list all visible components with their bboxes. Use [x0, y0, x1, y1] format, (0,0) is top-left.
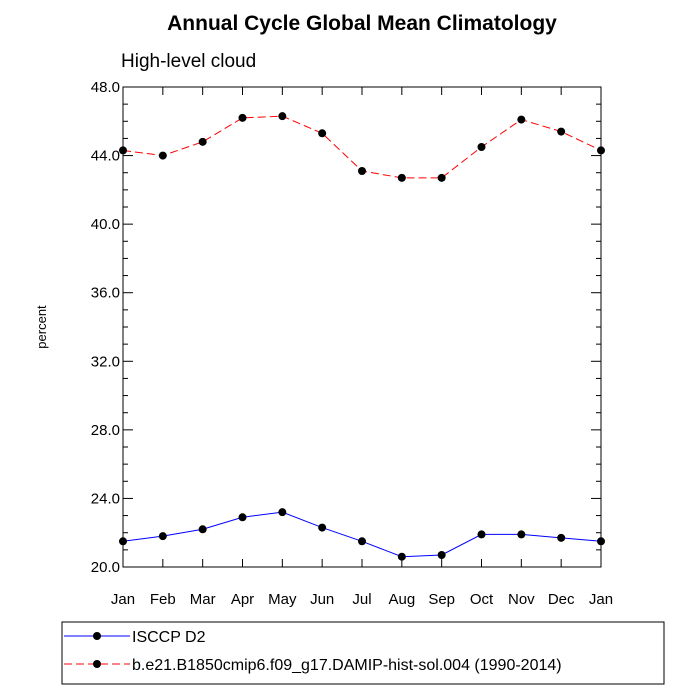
x-tick-label: Sep	[428, 591, 455, 608]
y-tick-label: 40.0	[91, 216, 120, 233]
series-1-point	[477, 530, 486, 539]
legend-items: ISCCP D2 b.e21.B1850cmip6.f09_g17.DAMIP-h…	[64, 629, 562, 674]
x-tick-label: Jun	[310, 591, 334, 608]
series-1-point	[517, 530, 526, 539]
series-2-point	[517, 115, 526, 124]
series-2-point	[318, 129, 327, 138]
legend-marker-1	[93, 632, 101, 640]
y-tick-labels: 20.0 24.0 28.0 32.0 36.0 40.0 44.0 48.0	[91, 79, 120, 576]
x-tick-label: Nov	[508, 591, 535, 608]
chart-title: Annual Cycle Global Mean Climatology	[167, 12, 557, 35]
chart-subtitle: High-level cloud	[121, 51, 256, 72]
legend-marker-2	[93, 660, 101, 668]
x-tick-label: Jan	[111, 591, 135, 608]
series-2-point	[119, 146, 127, 155]
series-1-point	[238, 513, 247, 522]
series-2-point	[597, 146, 605, 155]
x-tick-label: Apr	[231, 591, 254, 608]
axis-ticks	[122, 86, 602, 568]
series-1-point	[119, 537, 127, 546]
series-2-point	[158, 151, 167, 160]
series-1-point	[318, 523, 327, 532]
series-2-point	[278, 112, 287, 121]
series-2-point	[557, 127, 566, 136]
series-2-point	[238, 113, 247, 122]
series-1-point	[278, 508, 287, 517]
y-tick-label: 20.0	[91, 559, 120, 576]
y-tick-label: 36.0	[91, 285, 120, 302]
series-group	[119, 112, 605, 561]
y-tick-label: 44.0	[91, 148, 120, 165]
series-1-point	[198, 525, 207, 534]
series-2-point	[358, 167, 366, 175]
legend-label-2: b.e21.B1850cmip6.f09_g17.DAMIP-hist-sol.…	[132, 657, 562, 674]
x-tick-label: May	[268, 591, 297, 608]
y-tick-label: 32.0	[91, 353, 120, 370]
series-line-1	[122, 511, 602, 558]
x-tick-label: Oct	[470, 591, 494, 608]
x-tick-label: Mar	[190, 591, 216, 608]
series-1-point	[437, 551, 446, 559]
legend: ISCCP D2 b.e21.B1850cmip6.f09_g17.DAMIP-h…	[61, 621, 665, 685]
x-tick-labels: Jan Feb Mar Apr May Jun Jul Aug Sep Oct Nov Dec Jan	[111, 591, 613, 608]
series-1-point	[358, 537, 366, 546]
x-tick-label: Jan	[589, 591, 613, 608]
series-1-point	[557, 533, 566, 542]
x-tick-label: Jul	[352, 591, 371, 608]
series-2-point	[437, 173, 446, 182]
series-2-point	[198, 137, 207, 146]
y-axis-label: percent	[34, 305, 49, 349]
y-tick-label: 28.0	[91, 422, 120, 439]
y-tick-label: 48.0	[91, 79, 120, 96]
x-tick-label: Feb	[150, 591, 176, 608]
series-2-point	[477, 143, 486, 151]
series-2-point	[397, 173, 406, 182]
plot-frame	[122, 86, 602, 568]
series-1-point	[597, 537, 605, 546]
legend-label-1: ISCCP D2	[132, 629, 206, 646]
series-1-point	[158, 532, 167, 541]
series-1-point	[397, 552, 406, 561]
y-tick-label: 24.0	[91, 490, 120, 507]
legend-box	[61, 621, 665, 685]
x-tick-label: Dec	[548, 591, 575, 608]
x-tick-label: Aug	[388, 591, 415, 608]
